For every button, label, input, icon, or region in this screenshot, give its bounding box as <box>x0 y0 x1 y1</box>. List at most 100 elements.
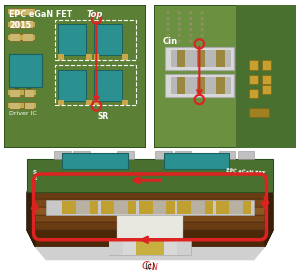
Bar <box>22 90 24 95</box>
Bar <box>20 22 22 27</box>
Bar <box>177 77 185 94</box>
Bar <box>185 50 191 67</box>
Bar <box>94 70 122 101</box>
Circle shape <box>189 17 193 20</box>
Bar <box>34 90 36 95</box>
Bar <box>177 201 191 214</box>
Text: Driver IC: Driver IC <box>10 111 37 116</box>
Circle shape <box>200 17 204 20</box>
Bar <box>8 90 10 95</box>
Bar <box>22 8 33 15</box>
Circle shape <box>166 22 170 26</box>
Polygon shape <box>32 244 268 260</box>
Bar <box>262 60 271 70</box>
Bar <box>136 240 164 255</box>
Circle shape <box>200 34 204 37</box>
Circle shape <box>189 22 193 26</box>
Bar <box>20 9 22 14</box>
Circle shape <box>189 34 193 37</box>
Circle shape <box>200 22 204 26</box>
Bar <box>55 65 136 105</box>
Polygon shape <box>27 222 273 230</box>
Circle shape <box>189 11 193 14</box>
Bar <box>8 103 10 108</box>
Bar <box>21 35 23 40</box>
Bar <box>171 77 177 94</box>
Bar <box>94 99 99 105</box>
Bar <box>32 35 35 40</box>
Bar <box>216 201 230 214</box>
Bar <box>205 201 213 214</box>
Bar <box>20 35 22 40</box>
Bar <box>196 77 205 94</box>
Bar <box>22 33 33 41</box>
Circle shape <box>178 28 181 32</box>
Bar <box>211 77 217 94</box>
Circle shape <box>166 17 170 20</box>
Bar <box>10 102 20 110</box>
Bar <box>46 200 254 215</box>
Circle shape <box>166 34 170 37</box>
Bar <box>122 99 128 105</box>
Bar <box>86 99 92 105</box>
Text: Top: Top <box>86 10 103 19</box>
Bar <box>236 5 296 148</box>
Polygon shape <box>27 159 273 192</box>
Bar <box>20 90 22 95</box>
Polygon shape <box>27 186 35 247</box>
Bar <box>109 240 191 255</box>
Circle shape <box>200 39 204 43</box>
Text: $C_{IN}$: $C_{IN}$ <box>141 259 159 273</box>
Bar <box>34 103 36 108</box>
Bar <box>211 50 217 67</box>
Circle shape <box>200 28 204 32</box>
Bar <box>32 9 35 14</box>
Bar <box>225 77 231 94</box>
Polygon shape <box>27 207 273 215</box>
Bar <box>117 151 134 159</box>
Bar <box>218 151 235 159</box>
Bar <box>20 103 22 108</box>
Bar <box>191 50 197 67</box>
Bar <box>185 77 191 94</box>
Bar <box>24 102 34 110</box>
Bar <box>21 9 23 14</box>
Polygon shape <box>27 190 273 192</box>
Bar <box>8 22 10 27</box>
Circle shape <box>178 11 181 14</box>
Text: S
R: S R <box>32 170 36 181</box>
Bar <box>114 201 128 214</box>
Bar <box>10 8 20 15</box>
Polygon shape <box>27 215 273 222</box>
Circle shape <box>166 28 170 32</box>
Bar <box>86 54 92 60</box>
Polygon shape <box>27 199 273 207</box>
Polygon shape <box>265 186 273 247</box>
Bar <box>205 77 211 94</box>
Bar <box>22 103 24 108</box>
Bar <box>8 9 10 14</box>
Circle shape <box>189 28 193 32</box>
Bar <box>243 201 251 214</box>
Bar <box>117 207 183 255</box>
Bar <box>76 201 90 214</box>
Bar <box>249 60 259 70</box>
Bar <box>249 89 259 98</box>
Bar <box>10 54 42 87</box>
Bar <box>10 89 20 97</box>
Bar <box>153 201 166 214</box>
Bar <box>24 89 34 97</box>
Text: SR: SR <box>98 112 109 121</box>
Bar <box>262 75 271 84</box>
Bar <box>10 21 20 28</box>
Bar <box>155 151 172 159</box>
Bar <box>164 153 230 169</box>
Polygon shape <box>27 192 273 199</box>
Circle shape <box>166 39 170 43</box>
Bar <box>90 201 98 214</box>
Text: Cin: Cin <box>162 37 177 46</box>
Circle shape <box>178 39 181 43</box>
Bar <box>205 50 211 67</box>
Bar <box>10 33 20 41</box>
Polygon shape <box>27 230 273 247</box>
